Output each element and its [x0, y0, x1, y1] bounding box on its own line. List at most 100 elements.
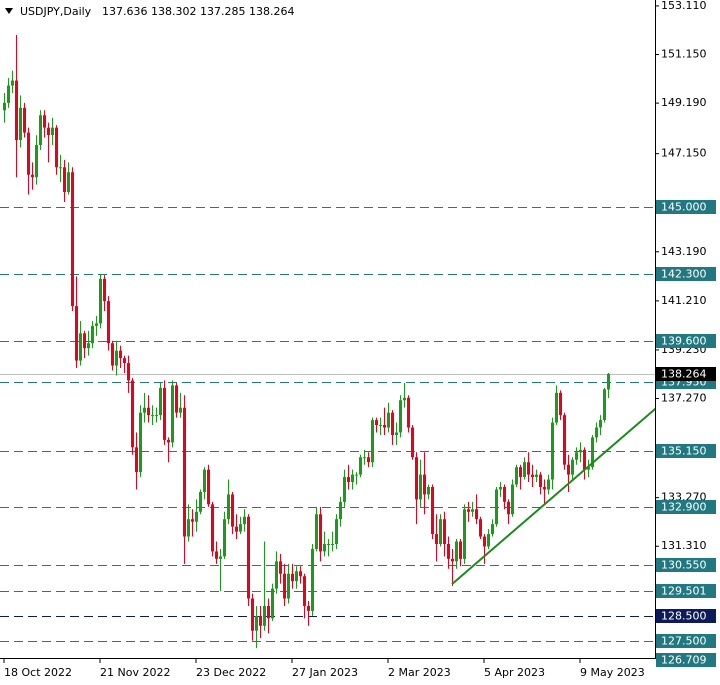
candle-body	[543, 486, 546, 490]
level-label-box	[656, 444, 716, 458]
y-tick-label: 131.310	[661, 539, 707, 552]
candle-body	[287, 573, 290, 599]
candle-body	[583, 449, 586, 470]
candle-body	[507, 501, 510, 515]
candle-body	[27, 132, 30, 175]
candle-body	[243, 516, 246, 525]
candle-body	[263, 605, 266, 626]
candle-body	[59, 167, 62, 169]
candle-body	[43, 115, 46, 128]
current-price-label: 138.264	[661, 368, 707, 381]
candle-body	[427, 486, 430, 495]
candle-body	[331, 543, 334, 545]
candle-body	[411, 427, 414, 458]
level-label: 135.150	[661, 445, 707, 458]
candle-body	[515, 467, 518, 485]
candle-body	[239, 524, 242, 532]
candle-body	[327, 543, 330, 545]
candle-body	[67, 172, 70, 193]
level-label: 142.300	[661, 268, 707, 281]
candle-body	[119, 350, 122, 359]
candle-body	[459, 541, 462, 559]
level-label-box	[656, 584, 716, 598]
candle-body	[295, 571, 298, 582]
candle-body	[115, 350, 118, 366]
candle-body	[359, 457, 362, 475]
candle-body	[379, 425, 382, 427]
candle-body	[435, 534, 438, 544]
candle-body	[291, 573, 294, 582]
candle-body	[135, 447, 138, 473]
candle-body	[151, 415, 154, 417]
level-label-box	[656, 558, 716, 572]
candle-body	[555, 392, 558, 423]
candle-body	[567, 464, 570, 475]
level-label-box	[656, 653, 716, 667]
level-label-box	[656, 500, 716, 514]
candle-body	[19, 107, 22, 141]
trend-line	[451, 407, 655, 585]
level-label: 145.000	[661, 201, 707, 214]
menu-triangle[interactable]	[5, 8, 13, 14]
candle-body	[299, 571, 302, 577]
candle-body	[463, 509, 466, 559]
candle-body	[579, 449, 582, 453]
candle-body	[7, 85, 10, 103]
candle-body	[575, 452, 578, 460]
candle-body	[31, 174, 34, 178]
level-label: 139.600	[661, 335, 707, 348]
candle-body	[323, 543, 326, 552]
candle-body	[39, 115, 42, 145]
candle-body	[403, 397, 406, 401]
candle-body	[391, 412, 394, 435]
candle-body	[307, 605, 310, 611]
candle-body	[595, 427, 598, 438]
candle-body	[563, 415, 566, 465]
current-price-box	[656, 367, 716, 381]
candle-body	[531, 474, 534, 478]
candle-body	[499, 486, 502, 490]
candle-body	[535, 474, 538, 478]
candle-body	[467, 509, 470, 512]
y-tick-label: 143.190	[661, 245, 707, 258]
candle-body	[523, 462, 526, 478]
x-tick-label: 21 Nov 2022	[100, 666, 170, 679]
candle-body	[591, 437, 594, 468]
x-tick-label: 27 Jan 2023	[292, 666, 358, 679]
candle-body	[431, 486, 434, 535]
candle-body	[83, 333, 86, 349]
candle-body	[407, 397, 410, 428]
candle-body	[355, 474, 358, 476]
candle-body	[203, 469, 206, 492]
header-open: 137.636	[102, 5, 148, 18]
candle-body	[603, 389, 606, 421]
candle-body	[371, 420, 374, 463]
candle-body	[451, 558, 454, 562]
candle-body	[335, 519, 338, 544]
candle-body	[15, 80, 18, 141]
candle-body	[259, 615, 262, 626]
candle-body	[111, 343, 114, 366]
candle-body	[343, 477, 346, 502]
candle-body	[51, 127, 54, 136]
candle-body	[23, 107, 26, 133]
candle-body	[175, 385, 178, 413]
candle-body	[487, 534, 490, 547]
symbol: USDJPY,Daily	[20, 5, 92, 18]
candle-body	[503, 486, 506, 502]
level-label: 129.501	[661, 585, 707, 598]
level-label-box	[656, 334, 716, 348]
candle-body	[155, 415, 158, 417]
candle-body	[75, 306, 78, 361]
candle-body	[491, 524, 494, 535]
candle-body	[399, 400, 402, 433]
candle-body	[539, 474, 542, 487]
candle-body	[179, 407, 182, 413]
candle-body	[387, 412, 390, 428]
candle-body	[339, 501, 342, 520]
candle-body	[495, 489, 498, 525]
candle-body	[71, 172, 74, 307]
candle-body	[227, 494, 230, 520]
candle-body	[443, 519, 446, 544]
